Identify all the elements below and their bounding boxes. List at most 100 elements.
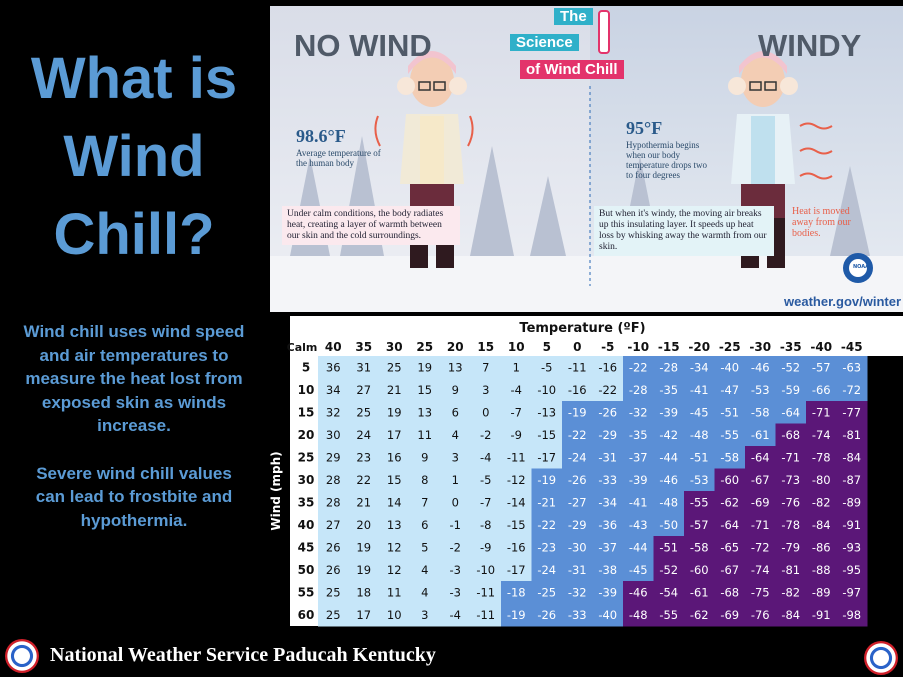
chill-cell	[684, 581, 715, 604]
chill-value-label: -11	[476, 608, 495, 622]
badge-line-3: of Wind Chill	[520, 60, 624, 79]
left-temp-caption: Average temperature of the human body	[296, 148, 381, 168]
chill-cell	[775, 446, 807, 469]
chill-cell	[714, 423, 746, 447]
chill-value-label: -76	[781, 495, 800, 509]
chill-cell	[531, 558, 563, 582]
chill-value-label: -8	[480, 518, 491, 532]
chill-value-label: -2	[450, 540, 461, 554]
chill-value-label: -21	[537, 495, 556, 509]
chill-cell	[745, 491, 776, 514]
chill-cell	[470, 401, 502, 424]
chill-value-label: -53	[690, 473, 709, 487]
chill-value-label: -55	[659, 608, 678, 622]
chill-value-label: 19	[356, 540, 371, 554]
person-windy	[728, 51, 833, 268]
chill-value-label: -74	[812, 428, 831, 442]
chill-cell	[470, 423, 502, 447]
chill-value-label: 18	[356, 585, 371, 599]
chill-cell	[562, 513, 593, 537]
chill-value-label: -5	[541, 360, 552, 374]
chill-cell	[348, 378, 380, 402]
chill-cell	[562, 378, 593, 402]
chill-cell	[775, 378, 807, 402]
wind-chill-illustration: NO WIND WINDY The Science of Wind Chill …	[270, 6, 903, 312]
chill-value-label: 1	[513, 360, 520, 374]
chill-value-label: -36	[598, 518, 617, 532]
wind-tick-label: 30	[298, 473, 315, 487]
chill-cell	[623, 603, 654, 627]
chill-value-label: -33	[568, 608, 587, 622]
chill-cell	[623, 423, 654, 447]
chill-value-label: 24	[356, 428, 371, 442]
chill-value-label: -39	[629, 473, 648, 487]
chill-cell	[562, 356, 593, 379]
chill-cell	[684, 603, 715, 627]
chill-cell	[836, 468, 868, 492]
chill-value-label: -55	[690, 495, 709, 509]
chill-value-label: -95	[842, 563, 861, 577]
chill-cell	[440, 468, 471, 492]
chill-cell	[745, 423, 776, 447]
chill-cell	[348, 581, 380, 604]
chill-value-label: -86	[812, 540, 831, 554]
wind-tick-label: 15	[298, 405, 315, 419]
chill-value-label: -10	[537, 383, 556, 397]
chill-cell	[501, 536, 532, 559]
chill-value-label: 21	[356, 495, 371, 509]
chill-cell	[623, 401, 654, 424]
chill-value-label: -16	[568, 383, 587, 397]
chill-value-label: -25	[537, 585, 556, 599]
chill-value-label: -1	[450, 518, 461, 532]
chill-value-label: -26	[537, 608, 556, 622]
chill-cell	[836, 378, 868, 402]
chill-value-label: -67	[720, 563, 739, 577]
nws-logo-icon	[5, 639, 39, 673]
badge-line-1: The	[554, 8, 593, 25]
chill-cell	[440, 446, 471, 469]
chill-value-label: -51	[720, 405, 739, 419]
chill-cell	[531, 536, 563, 559]
chill-value-label: -32	[629, 405, 648, 419]
chill-value-label: -81	[781, 563, 800, 577]
chill-cell	[562, 558, 593, 582]
chill-value-label: -79	[781, 540, 800, 554]
chill-cell	[531, 513, 563, 537]
badge-line-2: Science	[510, 34, 579, 51]
chill-cell	[623, 513, 654, 537]
chill-cell	[806, 356, 837, 379]
temperature-tick-label: -15	[658, 340, 680, 354]
chill-cell	[379, 536, 410, 559]
chill-cell	[562, 536, 593, 559]
chill-cell	[379, 513, 410, 537]
chill-value-label: 9	[421, 450, 428, 464]
chill-value-label: 26	[326, 563, 341, 577]
chill-cell	[409, 446, 441, 469]
chill-cell	[470, 356, 502, 379]
chill-value-label: -29	[598, 428, 617, 442]
chill-value-label: 3	[452, 450, 459, 464]
chill-cell	[714, 378, 746, 402]
chill-value-label: 25	[387, 360, 402, 374]
temperature-tick-label: -10	[627, 340, 649, 354]
description-paragraph-1: Wind chill uses wind speed and air tempe…	[23, 322, 245, 435]
chill-cell	[440, 401, 471, 424]
chill-value-label: 13	[387, 518, 402, 532]
chill-value-label: -97	[842, 585, 861, 599]
chill-cell	[684, 356, 715, 379]
chill-value-label: -9	[511, 428, 522, 442]
page-title: What is Wind Chill?	[0, 40, 268, 274]
chill-value-label: -87	[842, 473, 861, 487]
chill-cell	[592, 581, 624, 604]
chill-cell	[531, 356, 563, 379]
chill-value-label: -74	[751, 563, 770, 577]
chill-value-label: -16	[598, 360, 617, 374]
windy-heading: WINDY	[758, 28, 862, 63]
chill-value-label: -28	[659, 360, 678, 374]
chill-value-label: -68	[781, 428, 800, 442]
chill-cell	[836, 446, 868, 469]
wind-tick-label: 20	[298, 428, 315, 442]
chill-cell	[714, 536, 746, 559]
chill-cell	[318, 468, 349, 492]
chill-cell	[806, 558, 837, 582]
